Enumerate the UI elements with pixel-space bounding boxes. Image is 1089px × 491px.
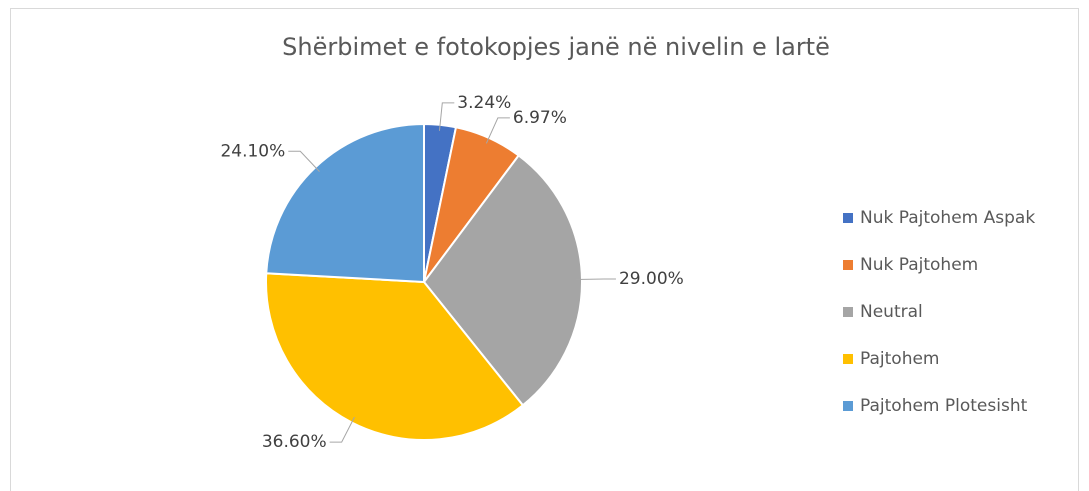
leader-line [288, 150, 320, 172]
chart-title: Shërbimet e fotokopjes janë në nivelin e… [282, 33, 830, 61]
legend-swatch [843, 307, 853, 317]
leader-line [438, 102, 455, 131]
legend-swatch [843, 260, 853, 270]
data-label: 3.24% [457, 93, 511, 113]
legend-label: Nuk Pajtohem Aspak [860, 208, 1035, 228]
legend-label: Pajtohem [860, 349, 940, 369]
legend-label: Nuk Pajtohem [860, 255, 978, 275]
data-label: 36.60% [262, 432, 327, 452]
data-label: 6.97% [513, 108, 567, 128]
legend-swatch [843, 213, 853, 223]
data-label: 29.00% [619, 269, 684, 289]
legend-label: Pajtohem Plotesisht [860, 396, 1028, 416]
legend-swatch [843, 401, 853, 411]
data-label: 24.10% [220, 141, 285, 161]
leader-line [485, 117, 510, 144]
leader-line [329, 416, 355, 443]
legend-label: Neutral [860, 302, 923, 322]
legend-swatch [843, 354, 853, 364]
